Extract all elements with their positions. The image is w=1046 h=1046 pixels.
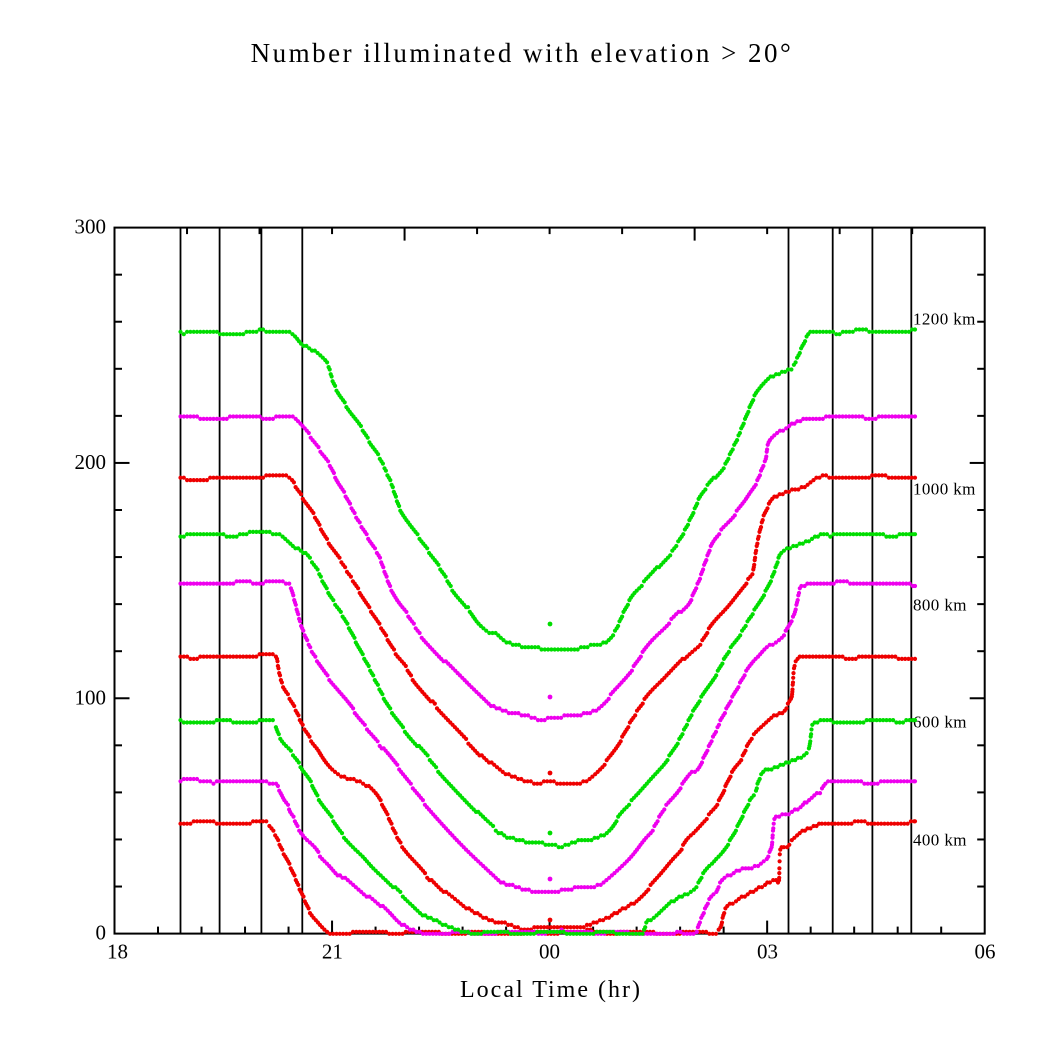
svg-text:06: 06 xyxy=(975,940,996,964)
svg-text:Local Time (hr): Local Time (hr) xyxy=(460,977,642,1003)
svg-text:400 km: 400 km xyxy=(913,831,967,850)
svg-text:0: 0 xyxy=(96,921,107,945)
svg-text:800 km: 800 km xyxy=(913,596,967,615)
svg-text:1200 km: 1200 km xyxy=(913,310,976,329)
svg-text:18: 18 xyxy=(107,940,128,964)
svg-text:100: 100 xyxy=(75,685,107,709)
svg-text:Number illuminated with elevat: Number illuminated with elevation > 20° xyxy=(251,38,794,68)
svg-text:300: 300 xyxy=(75,215,107,239)
svg-text:03: 03 xyxy=(757,940,778,964)
svg-text:200: 200 xyxy=(75,450,107,474)
svg-text:1000 km: 1000 km xyxy=(913,479,976,498)
svg-text:21: 21 xyxy=(322,940,343,964)
svg-text:00: 00 xyxy=(539,940,560,964)
svg-text:600 km: 600 km xyxy=(913,713,967,732)
